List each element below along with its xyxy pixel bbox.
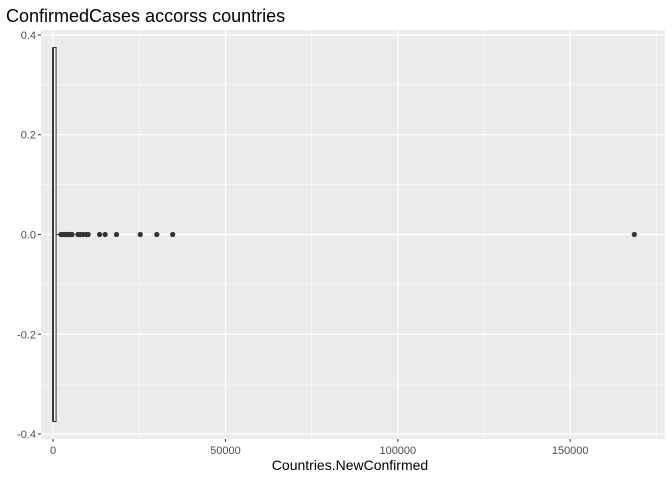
boxplot — [52, 46, 60, 423]
outlier-point — [154, 231, 160, 238]
y-tick-label: 0.4 — [21, 30, 36, 42]
outlier-point — [170, 231, 176, 238]
y-tick-label: 0.0 — [21, 230, 36, 242]
y-axis: -0.4 -0.2 0.0 0.2 0.4 — [17, 30, 41, 441]
x-tick-label: 0 — [50, 445, 56, 457]
y-tick-label: -0.2 — [17, 329, 36, 341]
x-axis-title: Countries.NewConfirmed — [272, 457, 428, 473]
outlier-point — [69, 231, 75, 238]
outliers — [58, 231, 637, 238]
x-axis: 0 50000 100000 150000 — [50, 439, 589, 457]
y-tick-label: -0.4 — [17, 429, 36, 441]
chart-title: ConfirmedCases accorss countries — [6, 6, 285, 26]
x-tick-label: 100000 — [379, 445, 416, 457]
outlier-point — [631, 231, 637, 238]
y-tick-label: 0.2 — [21, 130, 36, 142]
outlier-point — [137, 231, 143, 238]
outlier-point — [97, 231, 103, 238]
outlier-point — [102, 231, 108, 238]
x-tick-label: 50000 — [210, 445, 241, 457]
outlier-point — [85, 231, 91, 238]
x-tick-label: 150000 — [552, 445, 589, 457]
outlier-point — [113, 231, 120, 238]
